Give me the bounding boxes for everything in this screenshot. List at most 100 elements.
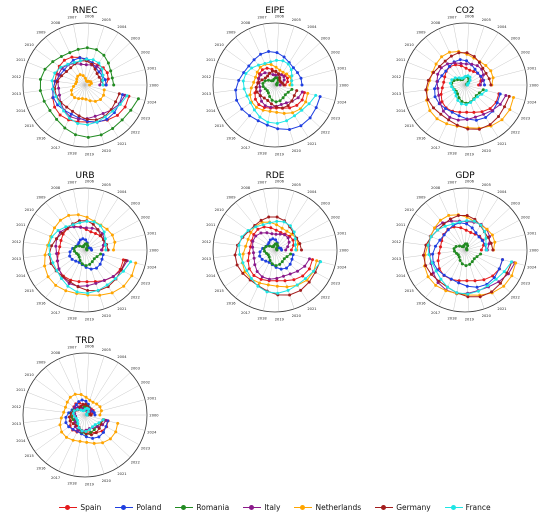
- year-label: 2024: [337, 101, 347, 105]
- data-point: [458, 258, 462, 262]
- data-point: [258, 254, 262, 258]
- data-point: [123, 105, 127, 109]
- data-point: [291, 66, 295, 70]
- data-point: [101, 418, 105, 422]
- year-label: 2003: [131, 366, 140, 370]
- data-point: [300, 98, 304, 102]
- year-label: 2013: [202, 92, 211, 96]
- data-point: [246, 259, 250, 263]
- data-point: [72, 414, 76, 418]
- data-point: [119, 268, 123, 272]
- year-label: 2002: [141, 50, 150, 54]
- data-point: [84, 399, 88, 403]
- data-point: [265, 231, 269, 235]
- legend-item-poland: Poland: [115, 503, 161, 512]
- year-label: 2012: [202, 240, 211, 244]
- data-point: [286, 236, 290, 240]
- year-label: 2008: [51, 351, 61, 355]
- legend-swatch: [175, 503, 194, 511]
- data-point: [299, 124, 303, 128]
- data-point: [457, 281, 461, 285]
- data-point: [466, 292, 470, 296]
- data-point: [498, 92, 502, 96]
- data-point: [493, 240, 497, 244]
- data-point: [69, 112, 73, 116]
- data-point: [89, 230, 93, 234]
- data-point: [289, 248, 293, 252]
- year-label: 2003: [131, 36, 140, 40]
- data-point: [481, 66, 485, 70]
- data-point: [486, 284, 490, 288]
- data-point: [285, 229, 289, 233]
- data-point: [63, 126, 67, 130]
- data-point: [479, 248, 483, 252]
- data-point: [254, 234, 258, 238]
- data-point: [74, 245, 78, 248]
- data-point: [472, 55, 476, 58]
- data-point: [99, 98, 102, 101]
- data-point: [54, 95, 58, 98]
- year-label: 2000: [149, 84, 159, 88]
- year-label: 2016: [416, 302, 426, 306]
- data-point: [103, 78, 107, 82]
- data-point: [279, 103, 283, 106]
- data-point: [247, 267, 251, 271]
- year-label: 2003: [131, 201, 140, 205]
- year-label: 2014: [16, 439, 26, 443]
- data-point: [504, 94, 508, 97]
- data-point: [467, 81, 471, 85]
- year-label: 2015: [215, 289, 224, 293]
- data-point: [106, 248, 110, 252]
- data-point: [57, 267, 61, 271]
- data-point: [84, 238, 88, 242]
- data-point: [437, 279, 441, 283]
- data-point: [56, 229, 60, 232]
- chart-urb: URB 2000 2001 2002 2003 2004 2005 2006 2007 2008 2…: [12, 171, 159, 321]
- data-point: [90, 260, 94, 264]
- data-point: [249, 86, 253, 90]
- year-label: 2019: [85, 152, 95, 156]
- data-point: [92, 441, 96, 445]
- data-point: [432, 106, 435, 110]
- spoke: [464, 42, 511, 86]
- data-point: [50, 79, 54, 83]
- data-point: [116, 421, 120, 425]
- data-point: [86, 291, 90, 295]
- legend-label: Germany: [396, 502, 431, 512]
- spoke: [84, 249, 140, 281]
- data-point: [288, 293, 292, 297]
- data-point: [64, 289, 68, 293]
- data-point: [255, 70, 259, 74]
- data-point: [274, 264, 278, 268]
- data-point: [84, 79, 88, 83]
- legend-label: Italy: [264, 502, 281, 512]
- data-point: [72, 247, 76, 251]
- data-point: [488, 123, 492, 127]
- data-point: [85, 412, 89, 416]
- spoke: [248, 28, 276, 86]
- data-point: [465, 247, 469, 250]
- data-point: [76, 422, 80, 426]
- chart-title: GDP: [455, 171, 475, 181]
- data-point: [235, 263, 239, 267]
- data-point: [470, 260, 474, 264]
- year-label: 2000: [529, 249, 539, 253]
- data-point: [250, 66, 254, 70]
- data-point: [311, 258, 314, 262]
- data-point: [76, 74, 80, 78]
- data-point: [245, 269, 249, 272]
- data-point: [68, 250, 72, 254]
- data-point: [434, 283, 438, 287]
- data-point: [258, 281, 261, 285]
- data-point: [464, 103, 468, 107]
- year-label: 2018: [67, 481, 77, 485]
- data-point: [93, 67, 97, 71]
- data-point: [77, 117, 80, 121]
- data-point: [85, 284, 89, 288]
- data-point: [284, 101, 288, 105]
- data-point: [249, 101, 252, 105]
- data-point: [252, 108, 256, 112]
- data-point: [457, 114, 461, 118]
- data-point: [485, 227, 489, 231]
- data-point: [253, 97, 257, 101]
